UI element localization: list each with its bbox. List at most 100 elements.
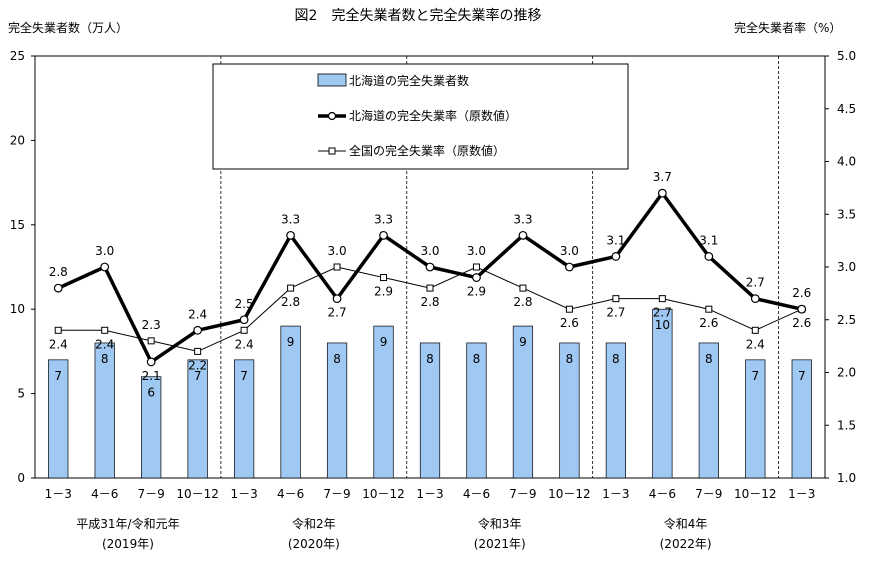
bar-value-label: 8: [705, 352, 713, 366]
bar: [466, 342, 487, 479]
x-tick-label: 10－12: [362, 487, 405, 501]
national-rate-marker: [612, 295, 620, 303]
national-rate-label: 2.4: [95, 337, 114, 351]
national-rate-label: 2.4: [235, 337, 254, 351]
bar-value-label: 8: [612, 352, 620, 366]
year-group-label: 令和4年: [664, 516, 708, 531]
x-tick-label: 7－9: [509, 487, 536, 501]
right-tick-label: 4.5: [837, 102, 856, 116]
bar-value-label: 8: [566, 352, 574, 366]
x-tick-label: 4－6: [649, 487, 676, 501]
bar-value-label: 7: [194, 369, 202, 383]
hokkaido-rate-label: 3.7: [653, 170, 672, 184]
hokkaido-rate-marker: [425, 262, 435, 272]
hokkaido-rate-marker: [53, 283, 63, 293]
legend-national-marker: [328, 147, 336, 155]
x-tick-label: 1－3: [45, 487, 72, 501]
hokkaido-rate-marker: [472, 273, 481, 282]
right-tick-label: 4.0: [837, 155, 856, 169]
year-group-label: 平成31年/令和元年: [76, 516, 179, 531]
left-tick-label: 25: [10, 49, 25, 63]
left-tick-label: 10: [10, 302, 25, 316]
bar-value-label: 7: [751, 369, 759, 383]
national-rate-marker: [658, 295, 666, 303]
bar-value-label: 9: [519, 335, 527, 349]
year-group-sublabel: (2022年): [660, 537, 712, 551]
hokkaido-rate-label: 3.1: [699, 233, 718, 247]
year-group-sublabel: (2020年): [288, 537, 340, 551]
hokkaido-rate-label: 2.5: [235, 297, 254, 311]
x-tick-label: 7－9: [138, 487, 165, 501]
right-tick-label: 1.5: [837, 418, 856, 432]
hokkaido-rate-marker: [750, 294, 760, 304]
year-group-sublabel: (2019年): [102, 537, 154, 551]
x-tick-label: 10－12: [176, 487, 219, 501]
bar: [419, 342, 441, 479]
bar: [326, 342, 348, 479]
bar: [373, 325, 394, 479]
hokkaido-rate-label: 2.6: [792, 286, 811, 300]
hokkaido-rate-marker: [286, 230, 295, 240]
hokkaido-rate-marker: [379, 230, 388, 240]
national-rate-label: 2.6: [560, 316, 579, 330]
national-rate-label: 2.3: [142, 318, 161, 332]
national-rate-label: 2.8: [281, 295, 300, 309]
hokkaido-rate-label: 2.1: [142, 369, 161, 383]
left-tick-label: 0: [17, 471, 25, 485]
hokkaido-rate-marker: [332, 294, 342, 304]
hokkaido-rate-label: 2.4: [188, 307, 207, 321]
national-rate-marker: [54, 326, 62, 334]
bar-value-label: 10: [655, 318, 670, 332]
hokkaido-rate-marker: [239, 315, 249, 325]
legend-box: [212, 63, 629, 170]
hokkaido-rate-marker: [657, 188, 667, 198]
national-rate-marker: [147, 337, 155, 345]
national-rate-label: 2.8: [513, 295, 532, 309]
national-rate-label: 2.8: [420, 295, 439, 309]
hokkaido-rate-label: 3.3: [513, 212, 532, 226]
bar-value-label: 8: [473, 352, 481, 366]
x-tick-label: 4－6: [91, 487, 118, 501]
bar-value-label: 6: [147, 386, 155, 400]
hokkaido-rate-marker: [146, 357, 156, 367]
hokkaido-rate-label: 3.0: [420, 244, 439, 258]
national-rate-marker: [705, 305, 713, 313]
legend-bar-swatch: [317, 73, 347, 87]
bar: [94, 342, 115, 479]
left-tick-label: 20: [10, 133, 25, 147]
hokkaido-rate-marker: [704, 252, 714, 261]
x-tick-label: 4－6: [463, 487, 490, 501]
legend-hokkaido-marker: [327, 111, 337, 121]
legend-bar-label: 北海道の完全失業者数: [349, 73, 469, 88]
bar: [605, 342, 626, 479]
legend: 北海道の完全失業者数 北海道の完全失業率（原数値） 全国の完全失業率（原数値）: [212, 63, 629, 170]
bar: [652, 308, 673, 479]
national-rate-marker: [101, 326, 109, 334]
year-group-sublabel: (2021年): [474, 537, 526, 551]
hokkaido-rate-label: 2.7: [328, 306, 347, 320]
x-tick-label: 1－3: [230, 487, 257, 501]
national-rate-label: 2.7: [606, 306, 625, 320]
national-rate-label: 2.6: [699, 316, 718, 330]
bar: [512, 325, 534, 479]
national-rate-marker: [380, 274, 388, 282]
hokkaido-rate-label: 2.9: [467, 285, 486, 299]
bar-value-label: 9: [380, 335, 388, 349]
bar-value-label: 9: [287, 335, 295, 349]
right-tick-label: 3.0: [837, 260, 856, 274]
legend-national-label: 全国の完全失業率（原数値）: [349, 143, 505, 158]
national-rate-marker: [565, 305, 573, 313]
national-rate-marker: [751, 326, 759, 334]
national-rate-line: [58, 266, 802, 352]
national-rate-marker: [519, 284, 527, 292]
hokkaido-rate-label: 2.7: [746, 276, 765, 290]
right-tick-label: 3.5: [837, 207, 856, 221]
hokkaido-rate-label: 3.3: [374, 212, 393, 226]
bar: [745, 359, 766, 479]
x-tick-label: 1－3: [602, 487, 629, 501]
right-tick-label: 2.5: [837, 313, 856, 327]
hokkaido-rate-marker: [100, 262, 110, 272]
national-rate-label: 2.2: [188, 358, 207, 372]
